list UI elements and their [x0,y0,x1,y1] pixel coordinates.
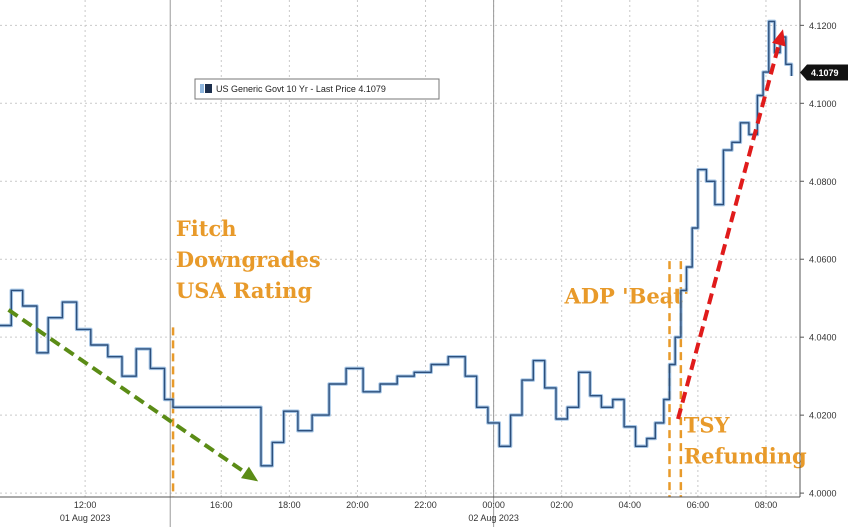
axes: 4.0000 4.0200 4.0400 4.0600 4.0800 4.1000 4.12… [0,0,837,523]
gridlines [0,0,800,527]
trend-arrow-head [241,466,259,482]
legend-swatch-dark [205,84,212,93]
x-tick-label: 04:00 [619,500,642,510]
y-tick-label: 4.0200 [809,411,837,421]
y-tick-label: 4.0600 [809,255,837,265]
series-layer [0,19,794,468]
annotation-text: Fitch [176,216,237,241]
x-tick-label: 16:00 [210,500,233,510]
trend-arrow-head [772,29,786,47]
annotation-text: ADP 'Beat' [564,283,690,308]
y-tick-label: 4.0800 [809,177,837,187]
x-tick-label: 00:00 [482,500,505,510]
trend-arrow-line [7,308,247,474]
annotation-text: Refunding [684,444,807,469]
x-tick-label: 08:00 [755,500,778,510]
x-tick-label: 12:00 [74,500,97,510]
legend: US Generic Govt 10 Yr - Last Price 4.107… [194,64,848,100]
y-tick-label: 4.1000 [809,99,837,109]
date-label: 01 Aug 2023 [60,513,111,523]
y-tick-label: 4.0400 [809,333,837,343]
last-price-tag [800,64,848,81]
legend-box [194,78,440,100]
x-tick-label: 06:00 [687,500,710,510]
last-price-label: 4.1079 [811,68,839,78]
y-tick-label: 4.0000 [809,489,837,499]
x-tick-label: 22:00 [414,500,437,510]
annotation-text: Downgrades [176,247,321,272]
annotation-text: USA Rating [176,278,313,303]
y-tick-label: 4.1200 [809,21,837,31]
series-line [0,20,793,467]
trend-arrows [7,29,786,482]
annotation-text: TSY [684,413,731,438]
date-label: 02 Aug 2023 [468,513,519,523]
x-tick-label: 02:00 [550,500,573,510]
x-tick-label: 20:00 [346,500,369,510]
trend-arrow-line [676,44,781,420]
legend-label: US Generic Govt 10 Yr - Last Price 4.107… [216,84,386,94]
x-tick-label: 18:00 [278,500,301,510]
legend-swatch-light [200,84,204,93]
annotations: Fitch Downgrades USA Rating ADP 'Beat' TSY Re… [171,216,807,497]
